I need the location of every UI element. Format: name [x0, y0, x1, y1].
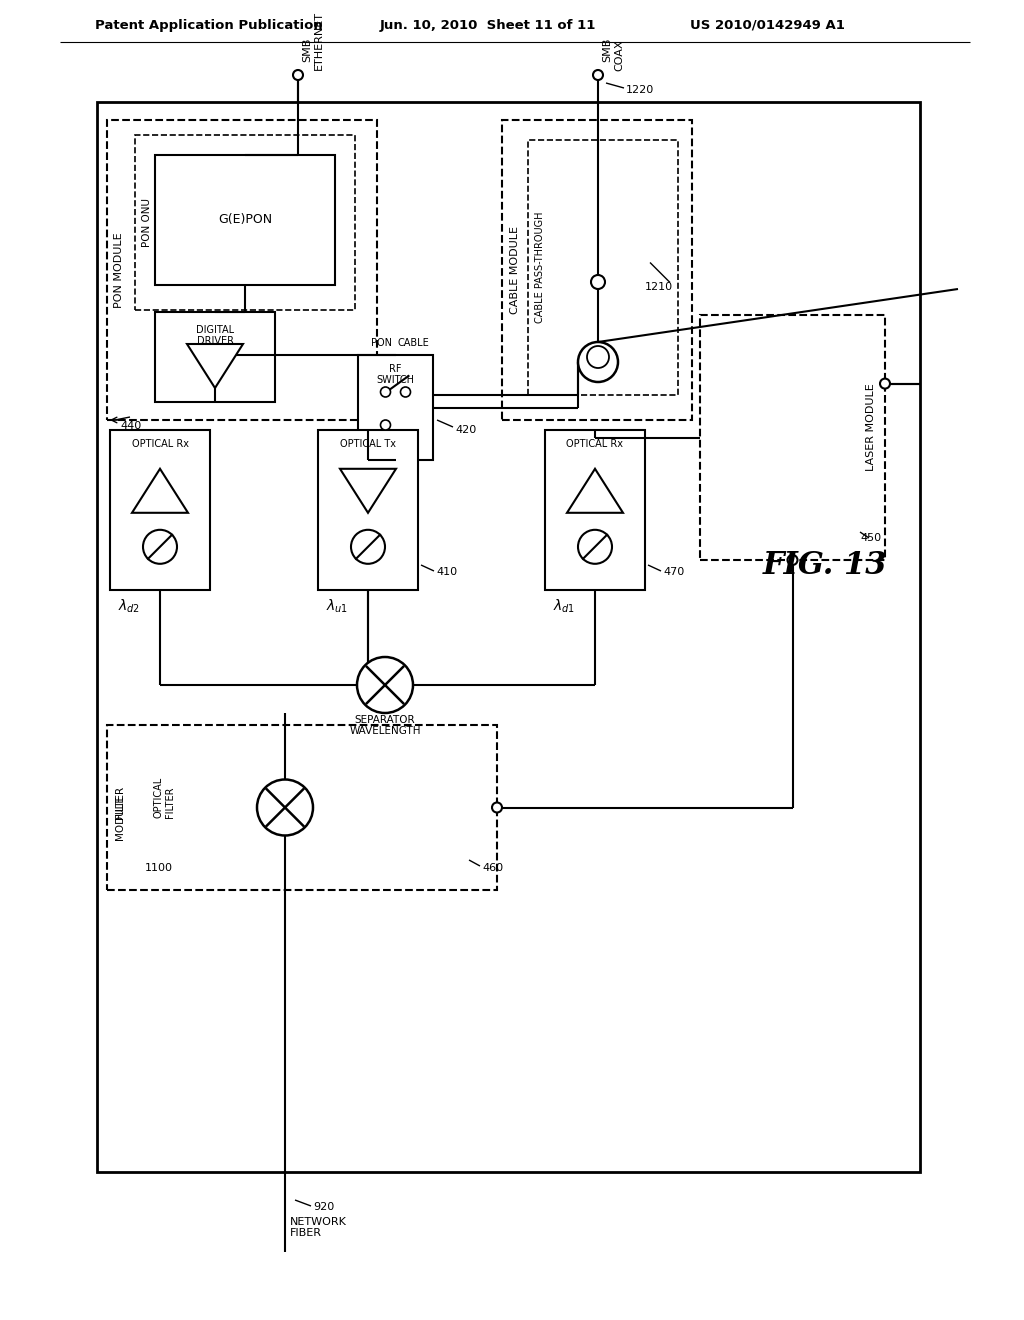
Text: Patent Application Publication: Patent Application Publication: [95, 18, 323, 32]
Text: $\lambda_{u1}$: $\lambda_{u1}$: [326, 598, 348, 615]
Text: SWITCH: SWITCH: [377, 375, 415, 385]
Text: MODULE: MODULE: [115, 795, 125, 840]
Bar: [135, 135, 355, 310]
Circle shape: [492, 803, 502, 813]
Text: RF: RF: [389, 364, 401, 374]
Bar: [106, 120, 377, 420]
Polygon shape: [567, 469, 623, 512]
Text: Jun. 10, 2010  Sheet 11 of 11: Jun. 10, 2010 Sheet 11 of 11: [380, 18, 596, 32]
Bar: [502, 120, 692, 420]
Circle shape: [381, 420, 390, 430]
Bar: [97, 102, 920, 1172]
Circle shape: [787, 554, 798, 565]
Text: OPTICAL Rx: OPTICAL Rx: [566, 440, 624, 449]
Text: PON: PON: [371, 338, 392, 348]
Text: 1210: 1210: [645, 282, 673, 293]
Text: FIBER: FIBER: [290, 1228, 322, 1238]
Text: G(E)PON: G(E)PON: [218, 214, 272, 227]
Text: 1100: 1100: [145, 863, 173, 873]
Circle shape: [587, 346, 609, 368]
Text: NETWORK: NETWORK: [290, 1217, 347, 1228]
Text: OPTICAL Tx: OPTICAL Tx: [340, 440, 396, 449]
Text: 470: 470: [663, 568, 684, 577]
Text: 420: 420: [455, 425, 476, 436]
Text: SMB: SMB: [602, 38, 612, 62]
Text: 460: 460: [482, 863, 503, 873]
Text: 410: 410: [436, 568, 457, 577]
Text: CABLE MODULE: CABLE MODULE: [510, 226, 520, 314]
Text: $\lambda_{d1}$: $\lambda_{d1}$: [553, 598, 575, 615]
Text: DRIVER: DRIVER: [197, 337, 233, 346]
Circle shape: [578, 529, 612, 564]
Text: 1220: 1220: [626, 84, 654, 95]
Polygon shape: [132, 469, 188, 512]
Circle shape: [357, 657, 413, 713]
Text: COAX: COAX: [614, 40, 624, 71]
Text: 440: 440: [120, 421, 141, 432]
Bar: [110, 430, 210, 590]
Text: PON MODULE: PON MODULE: [114, 232, 124, 308]
Text: SEPARATOR: SEPARATOR: [354, 715, 416, 725]
Bar: [106, 725, 497, 890]
Circle shape: [593, 70, 603, 81]
Bar: [700, 315, 885, 560]
Text: FIG. 13: FIG. 13: [763, 549, 887, 581]
Text: US 2010/0142949 A1: US 2010/0142949 A1: [690, 18, 845, 32]
Text: OPTICAL: OPTICAL: [154, 777, 164, 818]
Circle shape: [578, 342, 618, 381]
Text: FILTER: FILTER: [115, 785, 125, 820]
Circle shape: [143, 529, 177, 564]
Text: 450: 450: [860, 533, 882, 543]
Bar: [155, 154, 335, 285]
Polygon shape: [187, 345, 243, 388]
Bar: [528, 140, 678, 395]
Circle shape: [880, 379, 890, 388]
Bar: [155, 312, 275, 403]
Circle shape: [591, 275, 605, 289]
Circle shape: [293, 70, 303, 81]
Text: DIGITAL: DIGITAL: [196, 325, 234, 335]
Bar: [318, 430, 418, 590]
Circle shape: [400, 387, 411, 397]
Text: SMB: SMB: [302, 38, 312, 62]
Text: $\lambda_{d2}$: $\lambda_{d2}$: [118, 598, 140, 615]
Text: LASER MODULE: LASER MODULE: [866, 384, 876, 471]
Circle shape: [257, 780, 313, 836]
Text: CABLE: CABLE: [397, 338, 429, 348]
Text: 920: 920: [313, 1203, 334, 1212]
Bar: [545, 430, 645, 590]
Text: PON ONU: PON ONU: [142, 198, 152, 247]
Text: OPTICAL Rx: OPTICAL Rx: [131, 440, 188, 449]
Circle shape: [351, 529, 385, 564]
Text: CABLE PASS-THROUGH: CABLE PASS-THROUGH: [535, 211, 545, 323]
Polygon shape: [340, 469, 396, 512]
Circle shape: [381, 387, 390, 397]
Text: WAVELENGTH: WAVELENGTH: [349, 726, 421, 737]
Text: ETHERNET: ETHERNET: [314, 11, 324, 70]
Text: FILTER: FILTER: [165, 787, 175, 818]
Bar: [358, 355, 433, 459]
